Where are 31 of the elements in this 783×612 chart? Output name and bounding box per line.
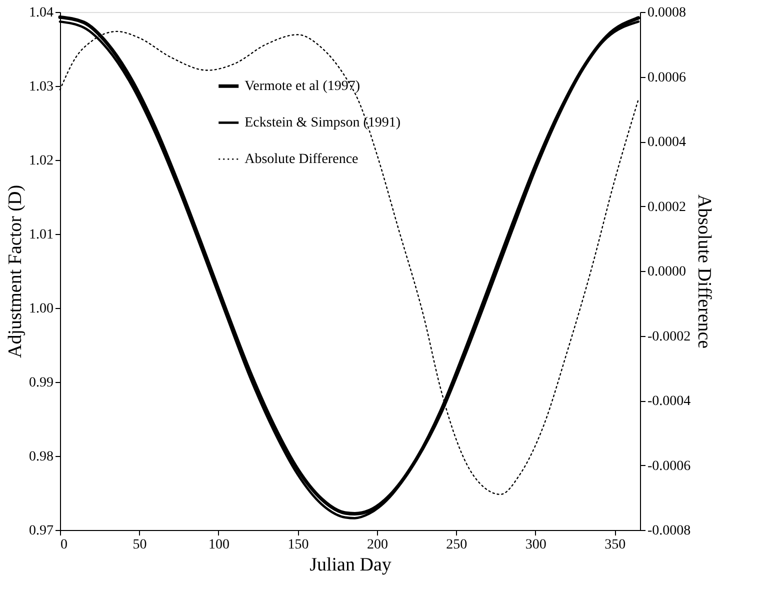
y-tick-label: 0.99 [29,376,54,390]
y2-tick-label: 0.0000 [648,264,686,280]
y2-tick-label: 0.0004 [648,135,686,150]
x-tick-label: 100 [208,538,230,552]
y-tick-label: 1.04 [29,6,54,20]
y2-tick-label: 0.0006 [648,70,686,86]
y2-tick-label: -0.0008 [648,524,691,538]
x-tick-label: 250 [446,538,468,552]
y-tick-label: 1.00 [29,302,54,316]
y-tick-label: 1.01 [29,228,54,242]
x-tick-label: 200 [366,538,388,552]
y-axis-title: Adjustment Factor (D) [5,184,26,358]
x-tick-label: 350 [604,538,626,552]
x-tick-label: 150 [288,538,309,552]
x-axis-title: Julian Day [310,554,392,576]
legend-label: Eckstein & Simpson (1991) [244,116,401,131]
y2-tick-label: -0.0004 [648,394,691,409]
y2-tick-label: 0.0008 [648,6,686,20]
y-tick-label: 0.97 [29,524,54,538]
y2-axis-title: Absolute Difference [694,194,715,349]
y-tick-label: 1.03 [29,80,54,94]
y-tick-label: 1.02 [29,154,54,168]
y-tick-label: 0.98 [29,450,54,464]
x-tick-label: 300 [525,538,546,552]
y2-tick-label: -0.0002 [648,329,691,344]
legend-label: Vermote et al (1997) [244,79,360,94]
legend-label: Absolute Difference [244,152,358,168]
y2-tick-label: 0.0002 [648,200,686,215]
y2-tick-label: -0.0006 [648,458,691,474]
x-tick-label: 50 [132,538,147,552]
x-tick-label: 0 [60,538,68,552]
